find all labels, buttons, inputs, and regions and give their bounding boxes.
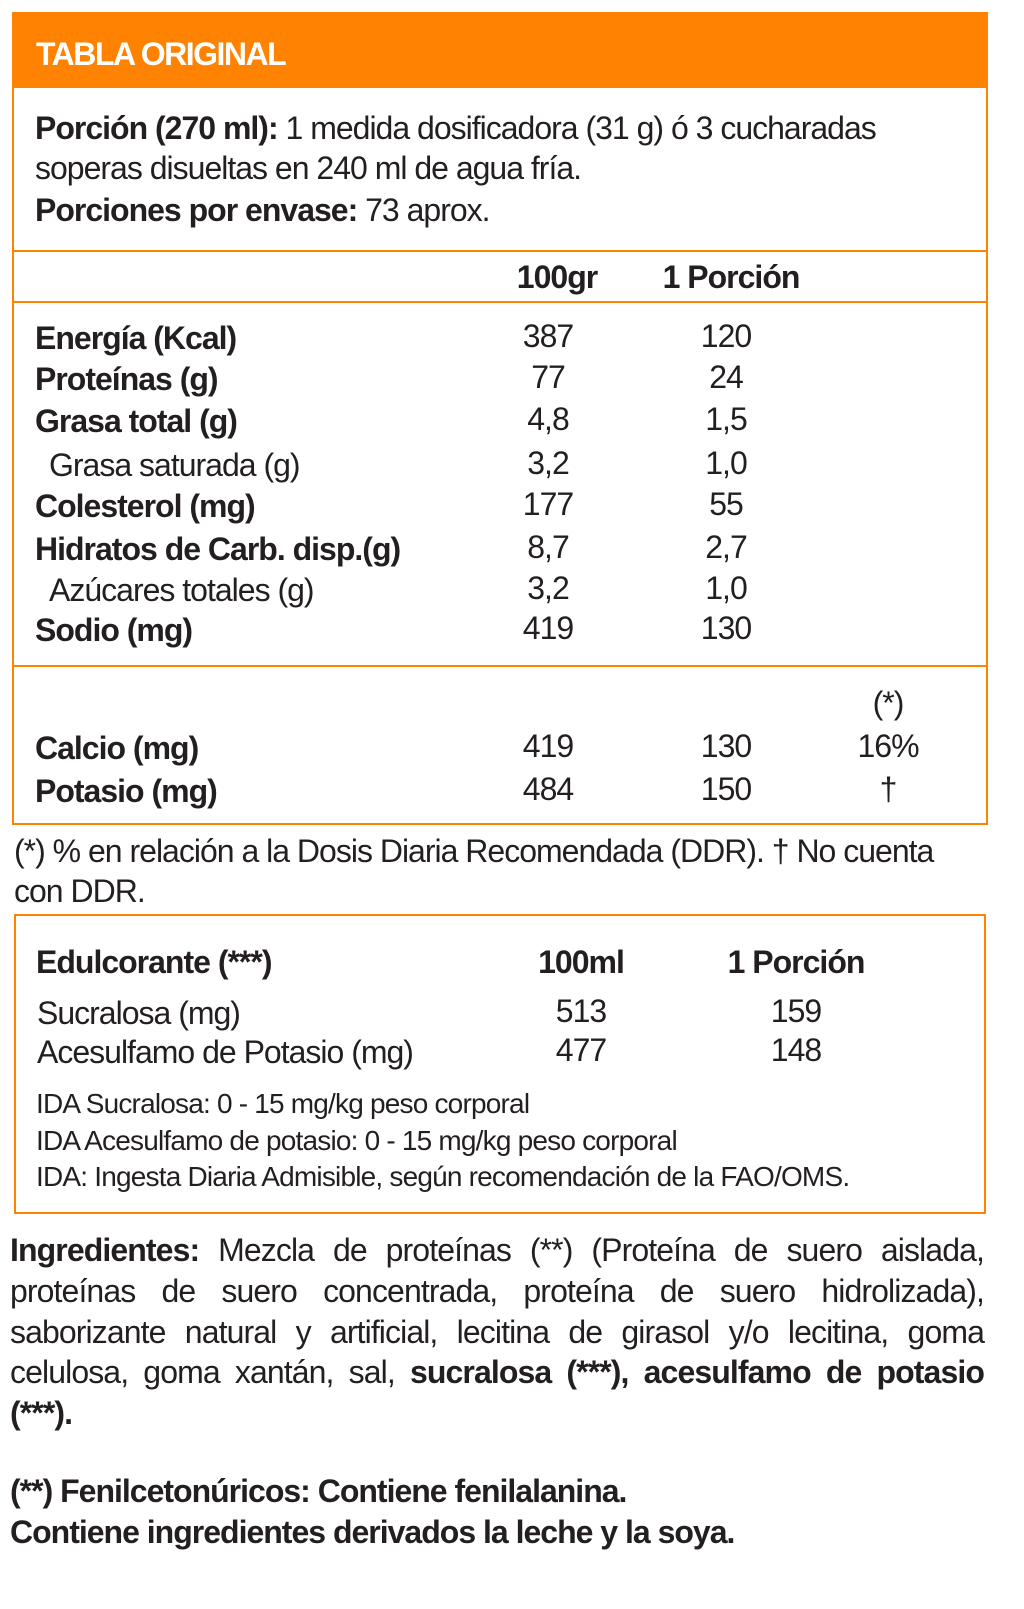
sweetener-row: Acesulfamo de Potasio (mg) 477 148 [0,1032,1024,1070]
value-ddr: † [879,771,898,807]
servings-value: 73 aprox. [357,192,490,228]
value-portion: 130 [700,610,752,646]
portion-label: Porción (270 ml): [35,110,279,146]
sweetener-col-100ml: 100ml [538,944,625,980]
nutrient-row: Sodio (mg) 419 130 [0,610,1024,648]
sweetener-label: Acesulfamo de Potasio (mg) [37,1034,414,1070]
nutrient-row: Hidratos de Carb. disp.(g) 8,7 2,7 [0,529,1024,567]
value-100gr: 77 [531,359,566,395]
ida-definition: IDA: Ingesta Diaria Admisible, según rec… [36,1161,850,1192]
nutrient-label: Hidratos de Carb. disp.(g) [35,531,401,567]
nutrient-label: Colesterol (mg) [35,488,256,524]
value-100gr: 177 [522,486,574,522]
nutrient-label: Energía (Kcal) [35,320,237,356]
value-100gr: 484 [522,771,574,807]
footnote-line-1: (*) % en relación a la Dosis Diaria Reco… [14,833,934,869]
servings-label: Porciones por envase: [35,192,358,228]
mineral-row: Potasio (mg) 484 150 † [0,771,1024,809]
nutrient-row: Grasa saturada (g) 3,2 1,0 [0,445,1024,483]
value-100gr: 419 [522,610,574,646]
mineral-row: Calcio (mg) 419 130 16% [0,728,1024,766]
value-portion: 130 [700,728,752,764]
portion-line-1: Porción (270 ml): 1 medida dosificadora … [35,110,877,146]
phenylketonuric-warning: (**) Fenilcetonúricos: Contiene fenilala… [10,1473,627,1509]
value-portion: 1,5 [705,401,747,437]
value-ddr: 16% [857,728,919,764]
value-portion: 1,0 [705,570,747,606]
value-portion: 150 [700,771,752,807]
nutrient-label: Azúcares totales (g) [49,572,315,608]
mineral-label: Calcio (mg) [35,730,199,766]
value-portion: 148 [770,1032,822,1068]
value-portion: 159 [770,993,822,1029]
nutrient-row: Colesterol (mg) 177 55 [0,486,1024,524]
ingredients-label: Ingredientes: [10,1232,200,1268]
nutrient-row: Azúcares totales (g) 3,2 1,0 [0,570,1024,608]
value-portion: 24 [709,359,744,395]
ida-acesulfame: IDA Acesulfamo de potasio: 0 - 15 mg/kg … [36,1125,678,1156]
sweetener-row: Sucralosa (mg) 513 159 [0,993,1024,1031]
value-100ml: 513 [555,993,607,1029]
sweetener-header: Edulcorante (***) [36,944,272,980]
portion-line-2: soperas disueltas en 240 ml de agua fría… [35,150,582,186]
sweetener-col-portion: 1 Porción [727,944,866,980]
nutrient-row: Grasa total (g) 4,8 1,5 [0,401,1024,439]
col-header-portion: 1 Porción [662,259,801,295]
value-100gr: 3,2 [527,570,569,606]
table-header: TABLA ORIGINAL [12,12,988,88]
ingredients-text: Mezcla de proteínas (**) (Proteína de su… [10,1232,985,1391]
ingredients-paragraph: Ingredientes: Mezcla de proteínas (**) (… [10,1230,985,1434]
ddr-header: (*) [872,685,905,721]
value-portion: 2,7 [705,529,747,565]
value-100gr: 4,8 [527,401,569,437]
footnote-line-2: con DDR. [14,873,146,909]
divider [12,665,988,667]
servings-line: Porciones por envase: 73 aprox. [35,192,491,228]
value-portion: 55 [709,486,744,522]
nutrient-row: Proteínas (g) 77 24 [0,359,1024,397]
value-portion: 120 [700,318,752,354]
nutrient-label: Proteínas (g) [35,361,219,397]
nutrient-label: Grasa total (g) [35,403,238,439]
divider [12,301,988,303]
value-100gr: 387 [522,318,574,354]
mineral-label: Potasio (mg) [35,773,218,809]
value-100gr: 419 [522,728,574,764]
value-100gr: 3,2 [527,445,569,481]
table-title: TABLA ORIGINAL [36,36,287,72]
nutrient-label: Sodio (mg) [35,612,193,648]
divider [12,250,988,252]
sweetener-box [14,914,986,1214]
sweetener-label: Sucralosa (mg) [37,995,241,1031]
portion-text: 1 medida dosificadora (31 g) ó 3 cuchara… [277,110,877,146]
value-portion: 1,0 [705,445,747,481]
value-100gr: 8,7 [527,529,569,565]
ingredients-sweeteners: sucralosa (***), acesulfamo de potasio (… [10,1354,985,1432]
nutrient-row: Energía (Kcal) 387 120 [0,318,1024,356]
allergen-warning: Contiene ingredientes derivados la leche… [10,1514,735,1550]
value-100ml: 477 [555,1032,607,1068]
ida-sucralose: IDA Sucralosa: 0 - 15 mg/kg peso corpora… [36,1088,530,1119]
nutrient-label: Grasa saturada (g) [49,447,301,483]
col-header-100gr: 100gr [516,259,598,295]
